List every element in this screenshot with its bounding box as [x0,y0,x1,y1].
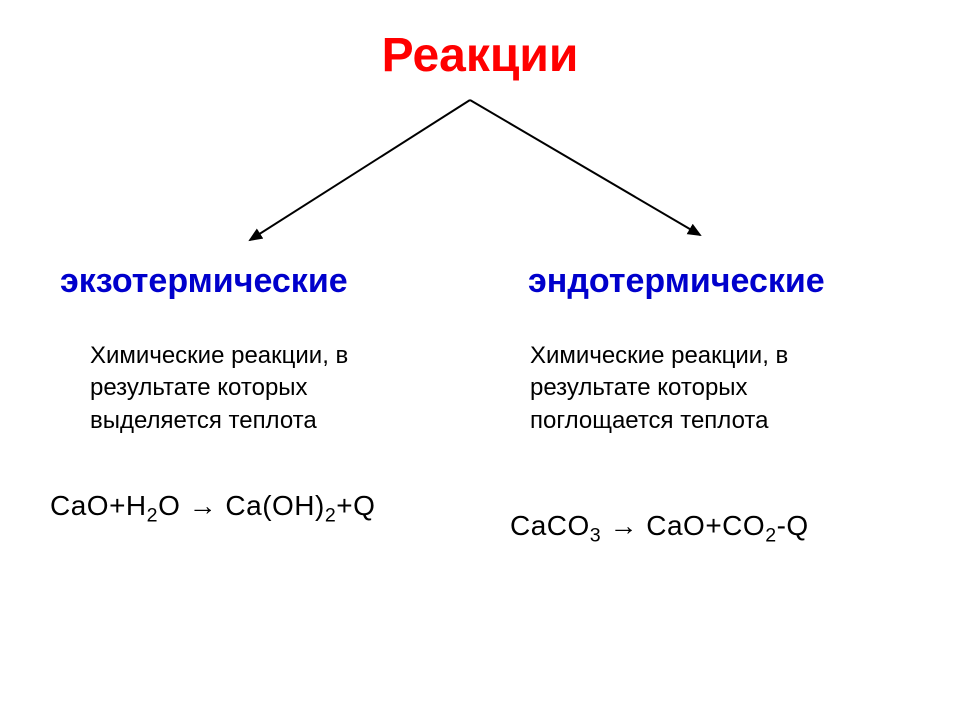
branch-arrows [220,90,740,260]
branch-right-desc: Химические реакции, в результате которых… [530,340,860,437]
branch-left-desc: Химические реакции, в результате которых… [90,340,420,437]
branch-left-title: экзотермические [60,262,348,301]
branch-right-formula: CaCO3 → CaO+CO2-Q [510,510,809,542]
diagram-title: Реакции [382,28,579,83]
arrow-left [250,100,470,240]
arrow-right [470,100,700,235]
branch-right-title: эндотермические [528,262,825,301]
branch-left-formula: CaO+H2O → Ca(OH)2+Q [50,490,375,522]
